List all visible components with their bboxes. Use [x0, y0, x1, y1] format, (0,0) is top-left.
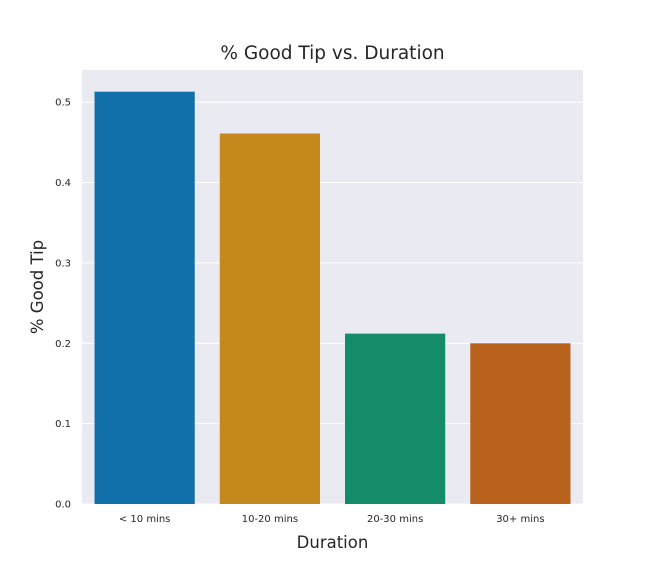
- x-tick-label: 20-30 mins: [367, 514, 423, 525]
- bar: [94, 91, 195, 504]
- y-tick-label: 0.3: [55, 258, 71, 269]
- x-tick-labels: < 10 mins 10-20 mins 20-30 mins 30+ mins: [119, 514, 545, 525]
- y-tick-label: 0.0: [55, 500, 71, 511]
- x-axis-title: Duration: [297, 533, 369, 552]
- y-tick-label: 0.4: [55, 178, 71, 189]
- chart-title: % Good Tip vs. Duration: [220, 43, 444, 64]
- y-tick-labels: 0.0 0.1 0.2 0.3 0.4 0.5: [55, 98, 71, 511]
- bar: [345, 333, 446, 504]
- y-tick-label: 0.2: [55, 339, 71, 350]
- bars: [94, 91, 571, 504]
- y-tick-label: 0.5: [55, 98, 71, 109]
- bar: [470, 343, 571, 504]
- x-tick-label: 10-20 mins: [242, 514, 298, 525]
- y-axis-title: % Good Tip: [28, 240, 47, 334]
- y-tick-label: 0.1: [55, 419, 71, 430]
- bar: [219, 133, 320, 504]
- x-tick-label: 30+ mins: [496, 514, 544, 525]
- x-tick-label: < 10 mins: [119, 514, 171, 525]
